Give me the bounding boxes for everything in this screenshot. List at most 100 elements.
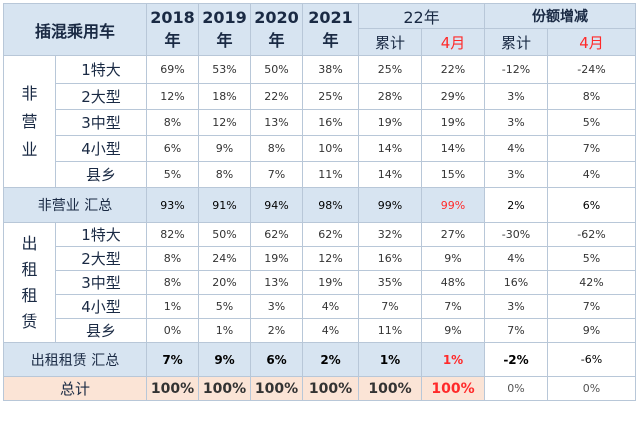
value-cell: 62% <box>302 222 360 247</box>
table-row: 2大型 12% 18% 22% 25% 28% 29% 3% 8% <box>4 83 637 110</box>
value-cell: 9% <box>421 318 486 343</box>
value-cell: 98% <box>302 187 360 223</box>
value-cell: 7% <box>358 294 423 319</box>
value-cell: 14% <box>421 135 486 162</box>
value-cell: 22% <box>421 55 486 84</box>
phev-share-table: 插混乘用车 2018 年 2019 年 2020 年 2021 年 22年 份额增减 累… <box>2 3 637 401</box>
value-cell: 7% <box>250 161 304 188</box>
total-label: 总计 <box>2 376 148 401</box>
value-cell: 5% <box>547 109 637 136</box>
value-cell: 6% <box>547 187 637 223</box>
category-cell: 1特大 <box>54 55 148 84</box>
category-cell: 县乡 <box>54 161 148 188</box>
table-row: 2大型 8% 24% 19% 12% 16% 9% 4% 5% <box>4 246 637 271</box>
value-cell: 3% <box>484 294 549 319</box>
value-cell: 12% <box>146 83 200 110</box>
value-cell: 93% <box>146 187 200 223</box>
year-2021-header: 2021 年 <box>302 3 360 56</box>
value-cell: 100% <box>250 376 304 401</box>
value-cell: 2% <box>484 187 549 223</box>
category-cell: 1特大 <box>54 222 148 247</box>
value-cell: 5% <box>198 294 252 319</box>
value-cell: -6% <box>547 342 637 377</box>
value-cell: 19% <box>358 109 423 136</box>
value-cell: 0% <box>484 376 549 401</box>
value-cell: 6% <box>146 135 200 162</box>
value-cell: 1% <box>358 342 423 377</box>
category-cell: 2大型 <box>54 83 148 110</box>
value-cell: 29% <box>421 83 486 110</box>
value-cell: -2% <box>484 342 549 377</box>
value-cell: 3% <box>484 109 549 136</box>
value-cell: -24% <box>547 55 637 84</box>
value-cell: 19% <box>302 270 360 295</box>
value-cell: 100% <box>421 376 486 401</box>
value-cell: 12% <box>198 109 252 136</box>
value-cell: 8% <box>250 135 304 162</box>
apr-header-share: 4月 <box>547 28 637 56</box>
value-cell: 18% <box>198 83 252 110</box>
value-cell: 8% <box>146 109 200 136</box>
value-cell: 12% <box>302 246 360 271</box>
value-cell: 13% <box>250 109 304 136</box>
table-row: 县乡 5% 8% 7% 11% 14% 15% 3% 4% <box>4 161 637 188</box>
share-table-container: 插混乘用车 2018 年 2019 年 2020 年 2021 年 22年 份额增减 累… <box>2 3 637 440</box>
year-2018-header: 2018 年 <box>146 3 200 56</box>
value-cell: 3% <box>484 83 549 110</box>
value-cell: 100% <box>146 376 200 401</box>
value-cell: 4% <box>302 294 360 319</box>
value-cell: 5% <box>146 161 200 188</box>
subtotal-row-rental: 出租租赁 汇总 7% 9% 6% 2% 1% 1% -2% -6% <box>2 342 637 377</box>
value-cell: 9% <box>547 318 637 343</box>
group-label-rental: 出租租赁 <box>3 222 56 343</box>
table-row: 非营业 1特大 69% 53% 50% 38% 25% 22% -12% -24… <box>3 55 637 188</box>
value-cell: 24% <box>198 246 252 271</box>
value-cell: 4% <box>484 135 549 162</box>
value-cell: 2% <box>302 342 360 377</box>
value-cell: 2% <box>250 318 304 343</box>
value-cell: 69% <box>146 55 200 84</box>
value-cell: 1% <box>421 342 486 377</box>
category-cell: 2大型 <box>54 246 148 271</box>
value-cell: 16% <box>358 246 423 271</box>
value-cell: 9% <box>198 135 252 162</box>
table-row: 4小型 1% 5% 3% 4% 7% 7% 3% 7% <box>4 294 637 319</box>
value-cell: 5% <box>547 246 637 271</box>
value-cell: 25% <box>302 83 360 110</box>
value-cell: 9% <box>198 342 252 377</box>
value-cell: 48% <box>421 270 486 295</box>
value-cell: 62% <box>250 222 304 247</box>
value-cell: 15% <box>421 161 486 188</box>
value-cell: 8% <box>146 270 200 295</box>
value-cell: 13% <box>250 270 304 295</box>
value-cell: 9% <box>421 246 486 271</box>
value-cell: 11% <box>358 318 423 343</box>
value-cell: 19% <box>421 109 486 136</box>
year-2019-header: 2019 年 <box>198 3 252 56</box>
subtotal-row-noncommercial: 非营业 汇总 93% 91% 94% 98% 99% 99% 2% 6% <box>2 187 637 223</box>
category-cell: 3中型 <box>54 270 148 295</box>
value-cell: 14% <box>358 161 423 188</box>
value-cell: 82% <box>146 222 200 247</box>
total-row: 总计 100% 100% 100% 100% 100% 100% 0% 0% <box>2 376 637 401</box>
value-cell: 1% <box>198 318 252 343</box>
value-cell: 6% <box>250 342 304 377</box>
table-row: 3中型 8% 20% 13% 19% 35% 48% 16% 42% <box>4 270 637 295</box>
share-change-header: 份额增减 <box>484 3 637 29</box>
value-cell: 4% <box>484 246 549 271</box>
value-cell: -62% <box>547 222 637 247</box>
value-cell: 8% <box>198 161 252 188</box>
category-cell: 4小型 <box>54 294 148 319</box>
cum-header-share: 累计 <box>484 28 549 56</box>
value-cell: 7% <box>421 294 486 319</box>
value-cell: 100% <box>358 376 423 401</box>
category-cell: 4小型 <box>54 135 148 162</box>
value-cell: 19% <box>250 246 304 271</box>
value-cell: 7% <box>547 294 637 319</box>
value-cell: 50% <box>198 222 252 247</box>
value-cell: 100% <box>302 376 360 401</box>
value-cell: 99% <box>358 187 423 223</box>
value-cell: 10% <box>302 135 360 162</box>
table-row: 4小型 6% 9% 8% 10% 14% 14% 4% 7% <box>4 135 637 162</box>
value-cell: 27% <box>421 222 486 247</box>
